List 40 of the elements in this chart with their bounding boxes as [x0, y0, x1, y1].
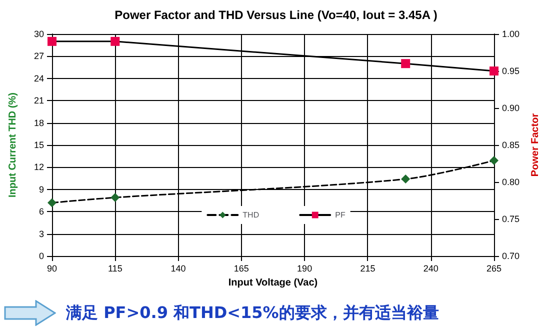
- y-tick-label: 21: [34, 96, 44, 106]
- x-tick-label: 115: [108, 264, 122, 274]
- y2-axis-title: Power Factor: [530, 113, 541, 177]
- y-tick-label: 18: [34, 118, 44, 128]
- y2-tick-label: 0.90: [502, 103, 520, 113]
- x-tick-label: 265: [486, 264, 502, 274]
- point: [401, 59, 410, 68]
- point: [48, 198, 56, 208]
- y2-tick-label: 0.70: [502, 251, 520, 261]
- legend-label: PF: [335, 210, 346, 220]
- y-tick-label: 24: [34, 73, 44, 84]
- x-tick-label: 240: [423, 264, 438, 274]
- x-tick-label: 165: [234, 264, 249, 274]
- y-tick-label: 30: [34, 29, 44, 39]
- legend-label: THD: [242, 210, 260, 220]
- text: 满足 PF>0.9 和THD<15%的要求，并有适当裕量: [66, 302, 439, 324]
- x-tick-label: 215: [360, 264, 376, 274]
- y-axis-title: Input Current THD (%): [8, 92, 18, 198]
- point: [110, 193, 120, 202]
- point: [401, 174, 410, 184]
- y-tick-label: 12: [34, 162, 44, 172]
- chart-title: Power Factor and THD Versus Line (Vo=40, Iout = 3.45A ): [114, 8, 438, 22]
- point: [490, 156, 498, 166]
- y2-tick-label: 0.85: [502, 140, 520, 150]
- x-tick-label: 190: [297, 264, 312, 274]
- y-tick-label: 9: [38, 184, 44, 194]
- y2-tick-label: 1.00: [502, 29, 520, 39]
- x-axis-title: Input Voltage (Vac): [228, 277, 318, 288]
- y-tick-label: 3: [38, 228, 44, 239]
- y2-tick-label: 0.75: [502, 214, 520, 224]
- y-tick-label: 0: [38, 251, 44, 261]
- point: [48, 36, 56, 46]
- y-tick-label: 15: [34, 140, 44, 150]
- x-tick-label: 90: [46, 264, 58, 274]
- y2-tick-label: 0.95: [502, 66, 520, 76]
- point: [110, 36, 120, 46]
- y-tick-label: 27: [34, 51, 44, 62]
- y2-tick-label: 0.80: [502, 177, 520, 187]
- y-tick-label: 6: [38, 206, 44, 217]
- x-tick-label: 140: [170, 264, 186, 274]
